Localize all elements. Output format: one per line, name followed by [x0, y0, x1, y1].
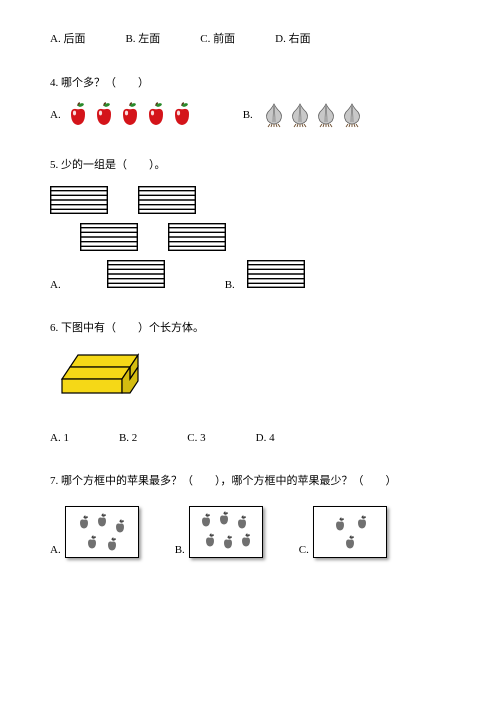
q3-options-row: A. 后面 B. 左面 C. 前面 D. 右面 — [50, 30, 450, 46]
q7-box-a-item: A. — [50, 506, 139, 558]
apple-icon — [171, 102, 193, 128]
q6-options-row: A. 1 B. 2 C. 3 D. 4 — [50, 432, 450, 444]
q4: 4. 哪个多？（ ） A. B. — [50, 74, 450, 128]
q7-b-label: B. — [175, 544, 185, 556]
cuboid-figure — [60, 349, 450, 408]
stripes-grid: A. B. — [50, 186, 450, 291]
q4-options: A. B. — [50, 102, 450, 128]
q6-text: 6. 下图中有（ ）个长方体。 — [50, 319, 450, 335]
onion-icon — [263, 102, 285, 128]
stripe-block — [50, 186, 108, 217]
stripe-block-icon — [80, 223, 138, 251]
stripes-row-2 — [80, 223, 450, 254]
stripes-row-3: A. B. — [50, 260, 450, 291]
q3-opt-d: D. 右面 — [275, 30, 310, 46]
q3-opt-a: A. 后面 — [50, 30, 85, 46]
q5-text: 5. 少的一组是（ ）。 — [50, 156, 450, 172]
q5-b-label: B. — [225, 279, 235, 291]
apple-box-a — [65, 506, 139, 558]
onion-icon — [341, 102, 363, 128]
stripe-block — [107, 260, 165, 291]
apple-icon — [119, 102, 141, 128]
q4-b-label: B. — [243, 109, 253, 121]
apple-icon — [145, 102, 167, 128]
stripe-block — [138, 186, 196, 217]
q7-text: 7. 哪个方框中的苹果最多？（ ），哪个方框中的苹果最少？（ ） — [50, 472, 450, 488]
onion-icon — [315, 102, 337, 128]
stripes-row-1 — [50, 186, 450, 217]
apple-icon — [93, 102, 115, 128]
q6-opt-d: D. 4 — [256, 432, 275, 444]
apple-box-c — [313, 506, 387, 558]
onion-icon — [289, 102, 311, 128]
q3-opt-c: C. 前面 — [200, 30, 235, 46]
stripe-block-icon — [107, 260, 165, 288]
q5-a-label: A. — [50, 279, 61, 291]
stripe-block — [80, 223, 138, 254]
q3-opt-b: B. 左面 — [125, 30, 160, 46]
q7-c-label: C. — [299, 544, 309, 556]
q7-box-c-item: C. — [299, 506, 387, 558]
stripe-block-icon — [50, 186, 108, 214]
q4-a-label: A. — [50, 109, 61, 121]
onion-row — [263, 102, 363, 128]
q5: 5. 少的一组是（ ）。 A. B. — [50, 156, 450, 291]
q7: 7. 哪个方框中的苹果最多？（ ），哪个方框中的苹果最少？（ ） A. B. — [50, 472, 450, 558]
stripe-block-icon — [168, 223, 226, 251]
apple-row — [67, 102, 193, 128]
q7-a-label: A. — [50, 544, 61, 556]
q7-boxes-row: A. B. — [50, 506, 450, 558]
q7-box-b-item: B. — [175, 506, 263, 558]
apple-box-b — [189, 506, 263, 558]
q4-text: 4. 哪个多？（ ） — [50, 74, 450, 90]
apple-icon — [67, 102, 89, 128]
stripe-block-icon — [247, 260, 305, 288]
q6-opt-b: B. 2 — [119, 432, 137, 444]
stripe-block-icon — [138, 186, 196, 214]
q6-opt-a: A. 1 — [50, 432, 69, 444]
stripe-block — [247, 260, 305, 291]
q6: 6. 下图中有（ ）个长方体。 A. 1 B. 2 C. 3 D. 4 — [50, 319, 450, 444]
q6-opt-c: C. 3 — [187, 432, 205, 444]
stripe-block — [168, 223, 226, 254]
